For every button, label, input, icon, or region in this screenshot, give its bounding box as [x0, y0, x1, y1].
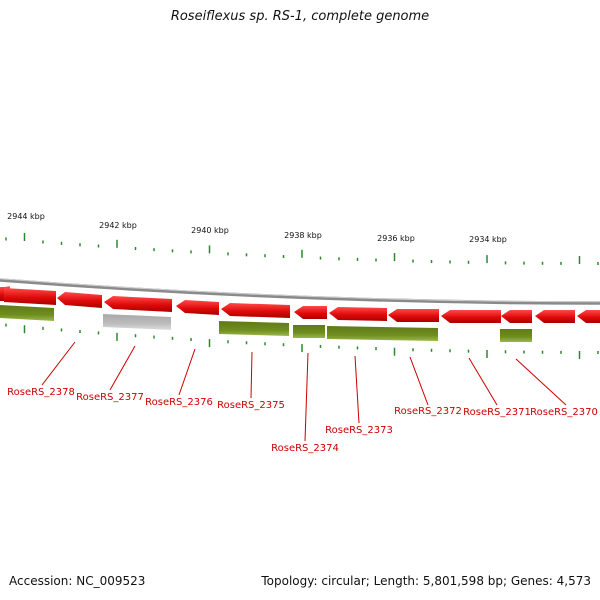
- leader-line: [515, 358, 567, 406]
- map-title: Roseiflexus sp. RS-1, complete genome: [170, 9, 430, 24]
- leader-line: [409, 356, 429, 406]
- gene-label-2371[interactable]: RoseRS_2371: [463, 407, 531, 418]
- gene-arrow[interactable]: [501, 310, 532, 323]
- leader-line: [250, 351, 253, 399]
- lower-ticks: [5, 323, 599, 359]
- gene-label-2376[interactable]: RoseRS_2376: [145, 397, 213, 408]
- gene-label-2372[interactable]: RoseRS_2372: [394, 406, 462, 417]
- leader-line: [109, 345, 136, 391]
- scale-label-2940: 2940 kbp: [191, 226, 229, 235]
- gene-box[interactable]: [500, 329, 532, 342]
- scale-label-2944: 2944 kbp: [7, 212, 45, 221]
- gene-label-2377[interactable]: RoseRS_2377: [76, 392, 144, 403]
- gene-arrow[interactable]: [388, 309, 439, 322]
- leader-line: [304, 352, 309, 442]
- gene-arrow[interactable]: [104, 296, 172, 312]
- gene-labels: RoseRS_2378 RoseRS_2377 RoseRS_2376 Rose…: [7, 387, 598, 454]
- leader-lines: [41, 341, 567, 442]
- genome-summary-text: Topology: circular; Length: 5,801,598 bp…: [261, 574, 591, 588]
- genome-backbone: [0, 278, 600, 305]
- genome-backbone-highlight: [0, 278, 600, 303]
- gene-box[interactable]: [219, 321, 289, 336]
- gene-arrow[interactable]: [577, 310, 600, 323]
- gene-label-2378[interactable]: RoseRS_2378: [7, 387, 75, 398]
- gene-arrow[interactable]: [535, 310, 575, 323]
- leader-line: [178, 348, 196, 396]
- scale-ticks: [5, 232, 599, 265]
- gene-box[interactable]: [0, 305, 54, 321]
- gene-label-2373[interactable]: RoseRS_2373: [325, 425, 393, 436]
- gene-arrow[interactable]: [57, 292, 102, 308]
- scale-label-2942: 2942 kbp: [99, 221, 137, 230]
- gene-arrow[interactable]: [221, 303, 290, 318]
- gene-arrow[interactable]: [329, 307, 387, 321]
- gene-arrow[interactable]: [441, 310, 501, 323]
- reverse-strand-genes: [0, 305, 532, 342]
- scale-label-2938: 2938 kbp: [284, 231, 322, 240]
- leader-line: [468, 357, 498, 406]
- gene-label-2374[interactable]: RoseRS_2374: [271, 443, 339, 454]
- scale-label-2936: 2936 kbp: [377, 234, 415, 243]
- leader-line: [354, 355, 360, 424]
- gene-arrow[interactable]: [176, 300, 219, 315]
- gene-label-2375[interactable]: RoseRS_2375: [217, 400, 285, 411]
- gene-label-2370[interactable]: RoseRS_2370: [530, 407, 598, 418]
- forward-strand-genes: [0, 286, 600, 323]
- accession-text: Accession: NC_009523: [9, 574, 146, 588]
- gene-box[interactable]: [293, 325, 325, 338]
- leader-line: [41, 341, 76, 386]
- gene-arrow[interactable]: [294, 306, 327, 319]
- gene-box[interactable]: [327, 326, 438, 341]
- gene-box[interactable]: [103, 314, 171, 330]
- gene-arrow[interactable]: [4, 288, 56, 305]
- scale-label-2934: 2934 kbp: [469, 235, 507, 244]
